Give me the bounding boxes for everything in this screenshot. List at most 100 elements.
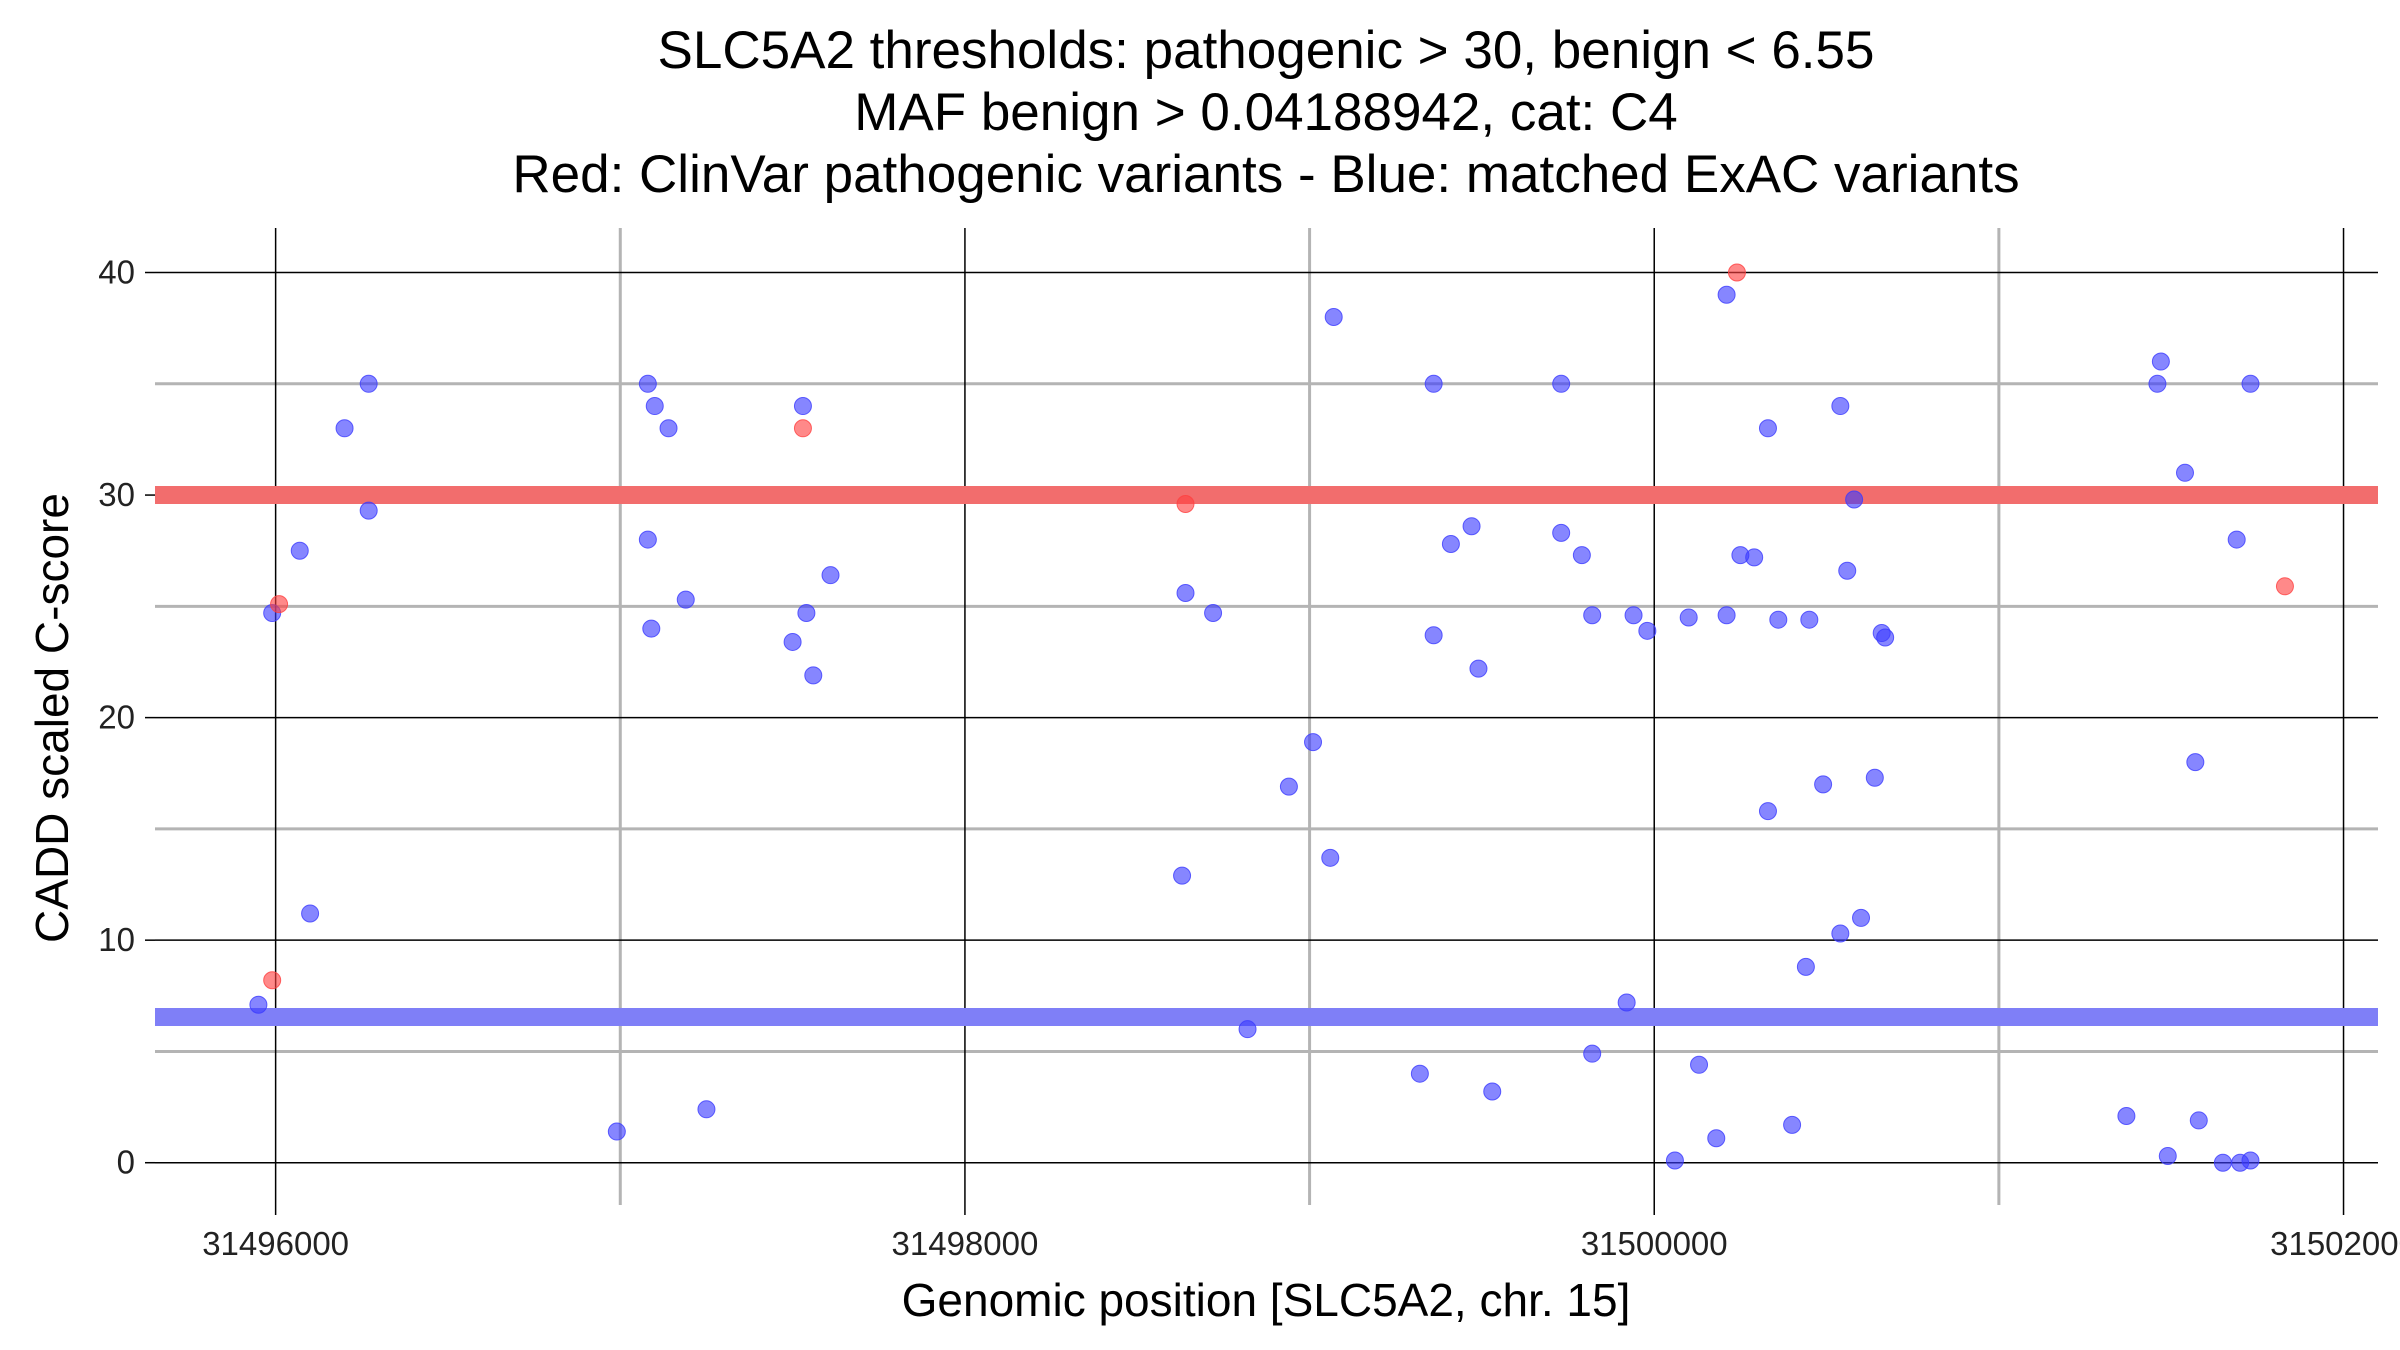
minor-gridlines: [155, 228, 2378, 1205]
exac-point: [1410, 1064, 1429, 1083]
y-tick-label: 30: [98, 476, 135, 513]
exac-point: [335, 419, 354, 438]
x-tick-label: 31498000: [892, 1225, 1039, 1262]
exac-point: [1717, 285, 1736, 304]
exac-point: [1852, 908, 1871, 927]
exac-point: [301, 904, 320, 923]
exac-point: [249, 995, 268, 1014]
clinvar-point: [1727, 263, 1746, 282]
exac-point: [1462, 517, 1481, 536]
exac-point: [1865, 768, 1884, 787]
exac-point: [1800, 610, 1819, 629]
exac-point: [1424, 374, 1443, 393]
exac-point: [2189, 1111, 2208, 1130]
exac-point: [1690, 1055, 1709, 1074]
exac-point: [1441, 535, 1460, 554]
exac-point: [1679, 608, 1698, 627]
exac-point: [2241, 1151, 2260, 1170]
exac-point: [2213, 1153, 2232, 1172]
exac-point: [1758, 419, 1777, 438]
exac-point: [1745, 548, 1764, 567]
title-line-2: MAF benign > 0.04188942, cat: C4: [854, 83, 1678, 142]
exac-point: [1796, 957, 1815, 976]
title-line-1: SLC5A2 thresholds: pathogenic > 30, beni…: [658, 21, 1875, 80]
x-tick-label: 31500000: [1581, 1225, 1728, 1262]
exac-point: [1876, 628, 1895, 647]
exac-point: [638, 530, 657, 549]
exac-point: [2175, 463, 2194, 482]
exac-point: [638, 374, 657, 393]
x-axis: 31496000 31498000 31500000 31502000: [202, 1205, 2400, 1262]
exac-point: [1838, 561, 1857, 580]
exac-point: [1831, 397, 1850, 416]
exac-point: [1552, 523, 1571, 542]
exac-point: [676, 590, 695, 609]
y-tick-label: 10: [98, 921, 135, 958]
exac-point: [1279, 777, 1298, 796]
exac-point: [2241, 374, 2260, 393]
exac-point: [1424, 626, 1443, 645]
exac-point: [1469, 659, 1488, 678]
exac-point: [1845, 490, 1864, 509]
data-points: [249, 263, 2294, 1172]
exac-point: [1204, 604, 1223, 623]
y-axis-title: CADD scaled C-score: [26, 493, 78, 943]
clinvar-point: [2275, 577, 2294, 596]
exac-point: [1665, 1151, 1684, 1170]
exac-point: [359, 374, 378, 393]
exac-point: [1304, 733, 1323, 752]
exac-point: [697, 1100, 716, 1119]
exac-point: [2158, 1147, 2177, 1166]
y-axis: 0 10 20 30 40: [98, 254, 155, 1181]
exac-point: [783, 632, 802, 651]
exac-point: [607, 1122, 626, 1141]
exac-point: [659, 419, 678, 438]
exac-point: [1707, 1129, 1726, 1148]
y-tick-label: 40: [98, 254, 135, 291]
exac-point: [821, 566, 840, 585]
exac-point: [290, 541, 309, 560]
exac-point: [1717, 606, 1736, 625]
exac-point: [1831, 924, 1850, 943]
exac-point: [1176, 583, 1195, 602]
exac-point: [1321, 848, 1340, 867]
clinvar-point: [263, 971, 282, 990]
x-tick-label: 31502000: [2270, 1225, 2400, 1262]
exac-point: [2186, 753, 2205, 772]
exac-point: [1814, 775, 1833, 794]
exac-point: [1173, 866, 1192, 885]
exac-point: [1758, 802, 1777, 821]
exac-point: [1572, 546, 1591, 565]
exac-point: [642, 619, 661, 638]
exac-point: [2151, 352, 2170, 371]
exac-point: [1617, 993, 1636, 1012]
exac-point: [1783, 1115, 1802, 1134]
exac-point: [1624, 606, 1643, 625]
exac-point: [1552, 374, 1571, 393]
exac-point: [645, 397, 664, 416]
clinvar-point: [1176, 494, 1195, 513]
threshold-lines: [155, 486, 2378, 1026]
exac-point: [2227, 530, 2246, 549]
x-tick-label: 31496000: [202, 1225, 349, 1262]
y-tick-label: 20: [98, 699, 135, 736]
exac-point: [1583, 1044, 1602, 1063]
clinvar-point: [793, 419, 812, 438]
exac-point: [2148, 374, 2167, 393]
exac-point: [1769, 610, 1788, 629]
clinvar-point: [270, 595, 289, 614]
title-line-3: Red: ClinVar pathogenic variants - Blue:…: [512, 145, 2019, 204]
exac-point: [797, 604, 816, 623]
exac-point: [1583, 606, 1602, 625]
exac-point: [1238, 1020, 1257, 1039]
x-axis-title: Genomic position [SLC5A2, chr. 15]: [902, 1274, 1631, 1326]
exac-point: [793, 397, 812, 416]
exac-point: [1483, 1082, 1502, 1101]
exac-point: [2117, 1106, 2136, 1125]
chart-title: SLC5A2 thresholds: pathogenic > 30, beni…: [512, 21, 2019, 204]
exac-point: [804, 666, 823, 685]
y-tick-label: 0: [117, 1144, 135, 1181]
major-gridlines: [155, 228, 2378, 1205]
exac-point: [359, 501, 378, 520]
